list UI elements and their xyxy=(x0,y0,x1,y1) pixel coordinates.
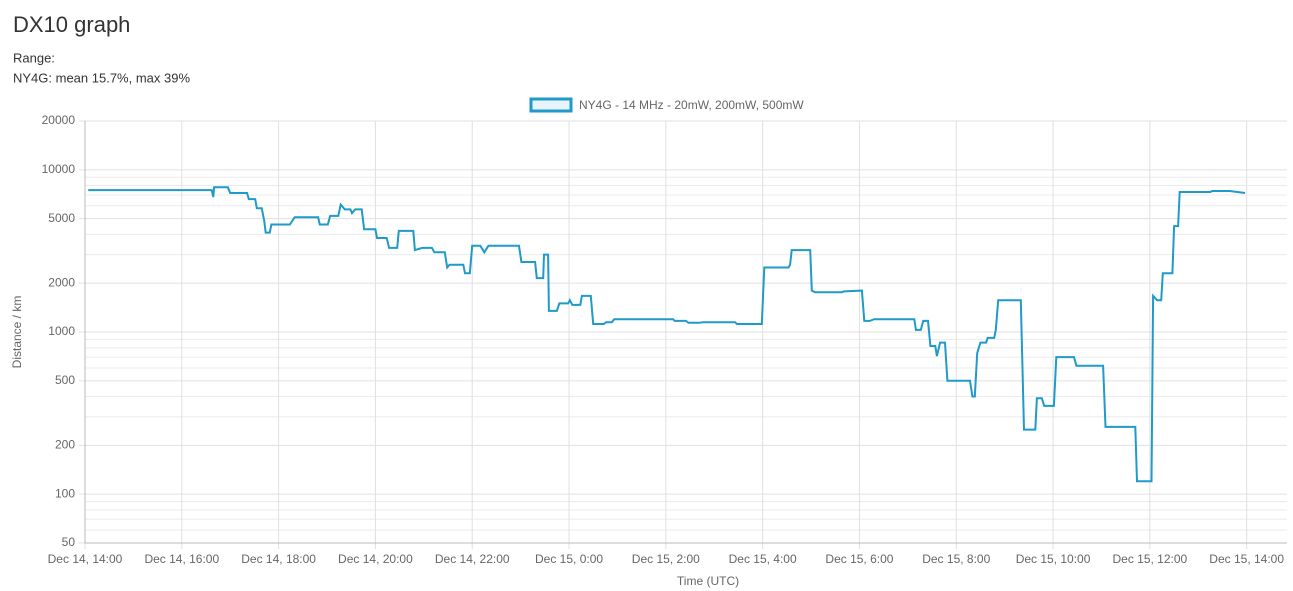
y-tick-label: 5000 xyxy=(48,211,75,225)
x-tick-label: Dec 14, 22:00 xyxy=(435,552,510,566)
x-tick-label: Dec 14, 18:00 xyxy=(241,552,316,566)
summary: NY4G: mean 15.7%, max 39% xyxy=(13,70,190,85)
y-tick-label: 100 xyxy=(55,486,75,500)
x-tick-label: Dec 14, 20:00 xyxy=(338,552,413,566)
x-tick-label: Dec 15, 12:00 xyxy=(1112,552,1187,566)
x-tick-label: Dec 15, 0:00 xyxy=(535,552,603,566)
x-tick-label: Dec 15, 2:00 xyxy=(632,552,700,566)
x-tick-label: Dec 15, 8:00 xyxy=(922,552,990,566)
y-tick-label: 2000 xyxy=(48,275,75,289)
legend-label: NY4G - 14 MHz - 20mW, 200mW, 500mW xyxy=(579,98,804,112)
y-tick-label: 200 xyxy=(55,438,75,452)
y-axis-label: Distance / km xyxy=(10,296,24,369)
y-tick-label: 1000 xyxy=(48,324,75,338)
y-tick-label: 10000 xyxy=(42,162,76,176)
x-tick-label: Dec 14, 16:00 xyxy=(144,552,219,566)
x-tick-label: Dec 14, 14:00 xyxy=(48,552,123,566)
x-tick-label: Dec 15, 10:00 xyxy=(1016,552,1091,566)
x-tick-label: Dec 15, 6:00 xyxy=(825,552,893,566)
y-tick-label: 500 xyxy=(55,373,75,387)
y-tick-label: 50 xyxy=(62,535,76,549)
x-axis-label: Time (UTC) xyxy=(677,574,739,588)
page-title: DX10 graph xyxy=(13,12,130,37)
x-tick-label: Dec 15, 4:00 xyxy=(729,552,797,566)
range-label: Range: xyxy=(13,50,55,65)
y-tick-label: 20000 xyxy=(42,113,76,127)
x-tick-label: Dec 15, 14:00 xyxy=(1209,552,1284,566)
data-line xyxy=(88,186,1246,483)
legend-swatch xyxy=(529,97,573,113)
